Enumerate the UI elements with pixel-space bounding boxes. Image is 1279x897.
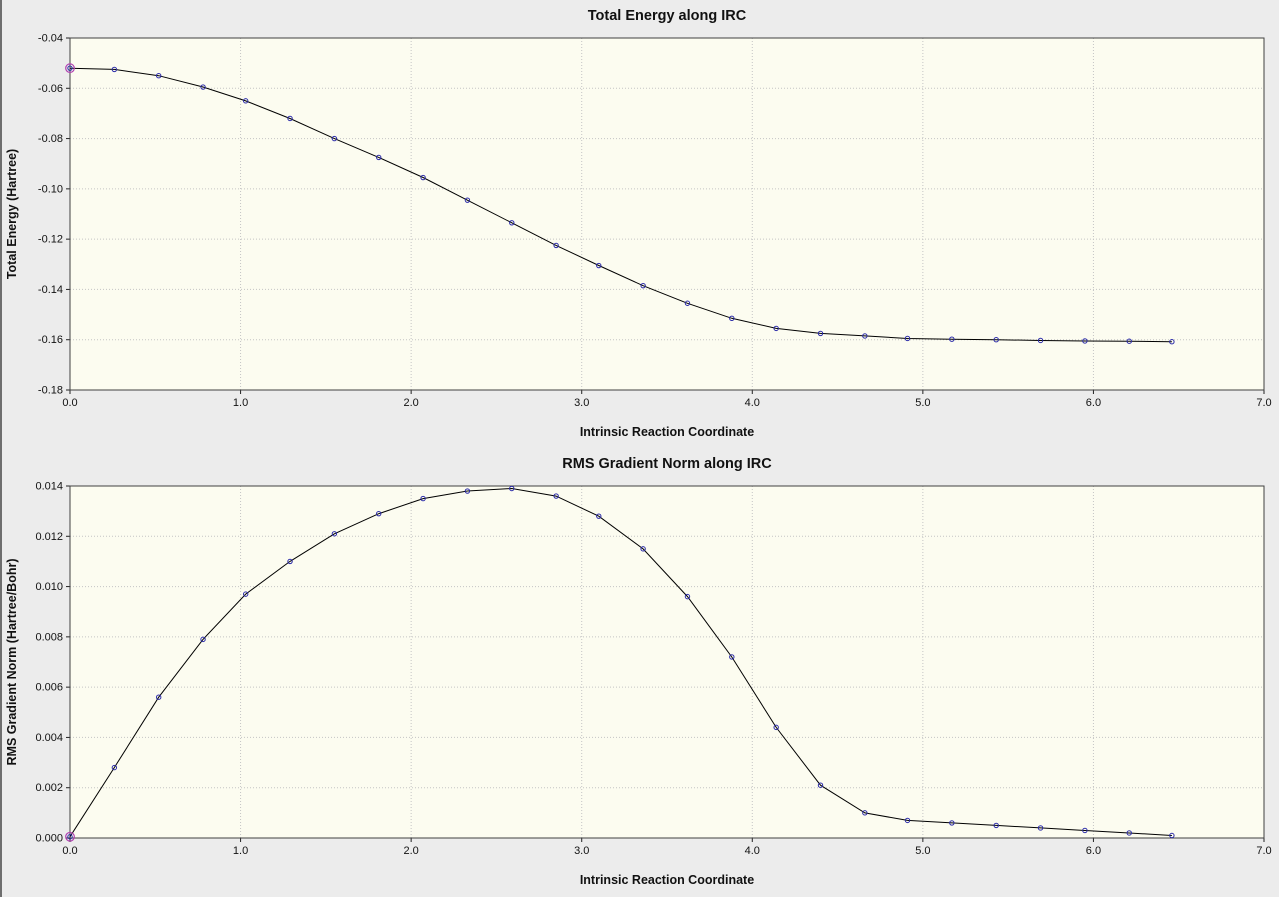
svg-text:6.0: 6.0 [1086,845,1101,857]
svg-text:4.0: 4.0 [745,845,760,857]
svg-text:0.010: 0.010 [35,581,63,593]
svg-text:7.0: 7.0 [1256,845,1271,857]
svg-text:1.0: 1.0 [233,845,248,857]
gradient-yaxis-label: RMS Gradient Norm (Hartree/Bohr) [5,559,19,766]
svg-text:6.0: 6.0 [1086,397,1101,409]
svg-text:-0.18: -0.18 [38,385,63,397]
svg-text:1.0: 1.0 [233,397,248,409]
svg-text:4.0: 4.0 [745,397,760,409]
gradient-xaxis-label: Intrinsic Reaction Coordinate [580,873,754,887]
svg-text:0.006: 0.006 [35,682,63,694]
svg-text:0.004: 0.004 [35,732,63,744]
svg-text:0.0: 0.0 [62,397,77,409]
energy-chart-panel: 0.0 1.0 2.0 3.0 4.0 5.0 6.0 7.0 -0.18 -0.16 -0.14 -… [2,0,1279,448]
svg-text:0.008: 0.008 [35,631,63,643]
energy-chart-title: Total Energy along IRC [588,8,747,24]
svg-text:3.0: 3.0 [574,397,589,409]
svg-text:0.000: 0.000 [35,833,63,845]
svg-text:5.0: 5.0 [915,397,930,409]
svg-text:7.0: 7.0 [1256,397,1271,409]
energy-xaxis-label: Intrinsic Reaction Coordinate [580,425,754,439]
svg-text:-0.14: -0.14 [38,284,63,296]
svg-text:2.0: 2.0 [403,397,418,409]
svg-text:-0.12: -0.12 [38,234,63,246]
energy-plot-canvas[interactable]: 0.0 1.0 2.0 3.0 4.0 5.0 6.0 7.0 -0.18 -0.16 -0.14 -… [2,0,1279,448]
energy-yaxis-label: Total Energy (Hartree) [5,149,19,279]
svg-text:3.0: 3.0 [574,845,589,857]
gradient-chart-title: RMS Gradient Norm along IRC [562,456,772,472]
svg-text:0.002: 0.002 [35,782,63,794]
svg-text:-0.04: -0.04 [38,33,63,45]
svg-text:-0.06: -0.06 [38,83,63,95]
svg-text:2.0: 2.0 [403,845,418,857]
gradient-plot-canvas[interactable]: 0.0 1.0 2.0 3.0 4.0 5.0 6.0 7.0 0.000 0.002 0.004 0… [2,448,1279,896]
svg-text:5.0: 5.0 [915,845,930,857]
svg-text:0.012: 0.012 [35,531,63,543]
svg-text:-0.08: -0.08 [38,133,63,145]
svg-text:-0.10: -0.10 [38,183,63,195]
svg-text:0.0: 0.0 [62,845,77,857]
gradient-chart-panel: 0.0 1.0 2.0 3.0 4.0 5.0 6.0 7.0 0.000 0.002 0.004 0… [2,448,1279,896]
svg-text:0.014: 0.014 [35,481,63,493]
svg-text:-0.16: -0.16 [38,334,63,346]
